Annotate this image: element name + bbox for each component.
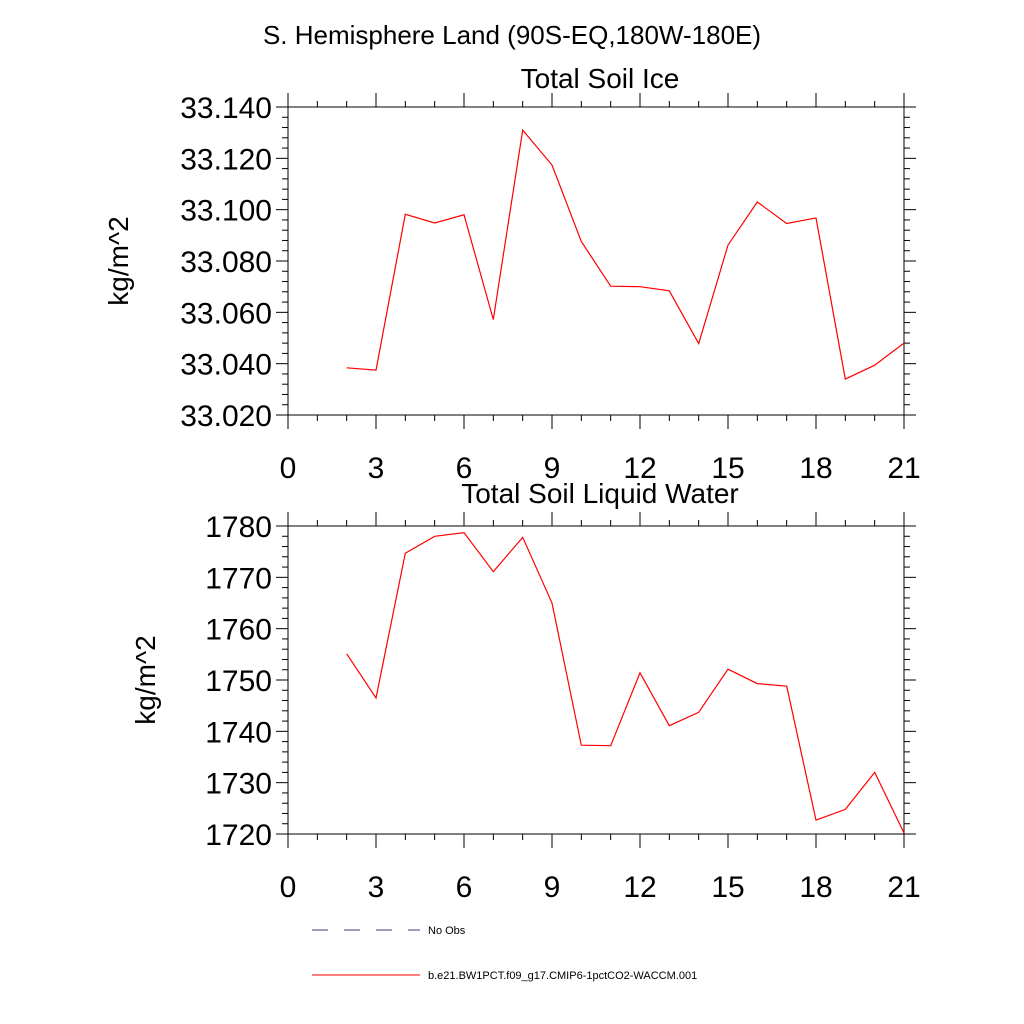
plot-frame (287, 525, 905, 835)
plot-frame (287, 106, 905, 416)
x-tick-label: 15 (711, 871, 744, 904)
panel-title: Total Soil Liquid Water (461, 478, 739, 509)
y-axis-label: kg/m^2 (103, 216, 134, 305)
y-tick-label: 33.080 (180, 246, 272, 279)
panels: Total Soil Icekg/m^233.02033.04033.06033… (103, 63, 921, 904)
x-tick-label: 9 (544, 452, 561, 485)
legend-item-1: No Obs (312, 925, 466, 937)
y-tick-label: 33.120 (180, 143, 272, 176)
x-tick-label: 12 (623, 452, 656, 485)
y-tick-label: 1780 (205, 511, 272, 544)
y-tick-label: 33.020 (180, 400, 272, 433)
figure-title: S. Hemisphere Land (90S-EQ,180W-180E) (263, 20, 761, 50)
x-tick-label: 3 (368, 452, 385, 485)
legend-label: b.e21.BW1PCT.f09_g17.CMIP6-1pctCO2-WACCM… (428, 970, 697, 982)
y-tick-label: 1720 (205, 819, 272, 852)
x-tick-label: 0 (280, 452, 297, 485)
panel-1: Total Soil Icekg/m^233.02033.04033.06033… (103, 63, 921, 485)
x-tick-label: 21 (887, 452, 920, 485)
x-tick-label: 3 (368, 871, 385, 904)
legend-label: No Obs (428, 925, 466, 937)
x-tick-label: 12 (623, 871, 656, 904)
x-tick-label: 6 (456, 871, 473, 904)
x-tick-label: 21 (887, 871, 920, 904)
y-tick-label: 1740 (205, 716, 272, 749)
x-tick-label: 9 (544, 871, 561, 904)
x-tick-label: 15 (711, 452, 744, 485)
x-tick-label: 6 (456, 452, 473, 485)
legend: No Obs b.e21.BW1PCT.f09_g17.CMIP6-1pctCO2… (312, 925, 697, 982)
y-tick-label: 1730 (205, 768, 272, 801)
legend-item-2: b.e21.BW1PCT.f09_g17.CMIP6-1pctCO2-WACCM… (312, 970, 697, 982)
series-line-1 (346, 532, 905, 834)
panel-title: Total Soil Ice (521, 63, 680, 94)
y-tick-label: 1750 (205, 665, 272, 698)
x-tick-label: 0 (280, 871, 297, 904)
panel-2: Total Soil Liquid Water kg/m^2 1720 1730 174… (130, 478, 921, 904)
series-line-1 (346, 128, 905, 380)
y-tick-label: 33.140 (180, 92, 272, 125)
y-axis-label: kg/m^2 (130, 635, 161, 724)
y-tick-label: 33.060 (180, 297, 272, 330)
x-tick-label: 18 (799, 452, 832, 485)
y-tick-label: 1770 (205, 562, 272, 595)
y-tick-label: 33.100 (180, 195, 272, 228)
y-tick-label: 33.040 (180, 349, 272, 382)
y-tick-label: 1760 (205, 614, 272, 647)
x-tick-label: 18 (799, 871, 832, 904)
